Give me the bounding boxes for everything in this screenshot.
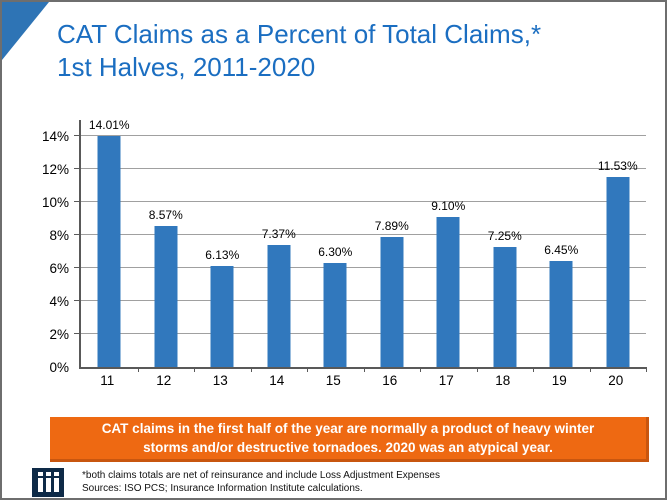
x-axis-tick (363, 367, 365, 372)
logo-i-glyph (45, 472, 51, 492)
y-axis-tick-label: 12% (41, 162, 69, 177)
bar-19 (549, 260, 573, 367)
x-axis-tick-label: 14 (269, 373, 285, 388)
bar-16 (380, 236, 404, 367)
x-axis-tick (194, 367, 195, 372)
page-title: CAT Claims as a Percent of Total Claims,… (57, 18, 541, 84)
x-axis-tick-label: 20 (608, 373, 624, 388)
x-axis-tick (646, 367, 647, 372)
gridline (81, 333, 646, 334)
insurance-information-institute-logo (32, 468, 64, 497)
x-axis-tick (420, 367, 421, 372)
bar-value-label: 7.25% (487, 229, 522, 244)
y-axis-tick-label: 2% (49, 327, 69, 342)
bar-value-label: 11.53% (597, 158, 638, 173)
category-cell: 6.45% (533, 120, 590, 367)
callout-banner: CAT claims in the first half of the year… (50, 417, 649, 462)
category-cell: 9.10% (420, 120, 477, 367)
bar-20 (606, 176, 630, 367)
category-cell: 7.89% (364, 120, 421, 367)
x-axis-tick (307, 367, 308, 372)
logo-i-glyph (37, 472, 43, 492)
footnotes: *both claims totals are net of reinsuran… (82, 470, 440, 495)
callout-banner-line1: CAT claims in the first half of the year… (101, 421, 595, 436)
bar-value-label: 7.89% (374, 218, 409, 233)
gridline (81, 168, 646, 169)
bar-13 (210, 265, 234, 367)
bar-18 (493, 247, 517, 367)
bar-value-label: 9.10% (431, 198, 466, 213)
bar-chart-plot-area: 0% 2% 4% 6% 8% 10% 12% 14% 14.01% 8.57% 6.13% 7.37%… (42, 117, 647, 375)
footnote-text: *both claims totals are net of reinsuran… (82, 470, 440, 481)
category-cell: 6.13% (194, 120, 251, 367)
y-axis-tick (74, 333, 81, 334)
x-axis-tick-label: 16 (382, 373, 398, 388)
x-axis-tick-label: 13 (212, 373, 228, 388)
x-axis-tick-label: 18 (495, 373, 511, 388)
y-axis-tick (74, 234, 81, 235)
x-axis-labels: 11 12 13 14 15 16 17 18 19 20 (79, 373, 644, 388)
gridline (81, 135, 646, 136)
logo-i-glyph (53, 472, 59, 492)
y-axis-tick-label: 0% (49, 360, 69, 375)
category-cell: 7.25% (477, 120, 534, 367)
y-axis-tick-label: 6% (49, 261, 69, 276)
y-axis-tick (74, 267, 81, 268)
corner-triangle-decoration (2, 2, 49, 60)
x-axis-tick-label: 15 (325, 373, 341, 388)
callout-banner-line2: storms and/or destructive tornadoes. 202… (143, 440, 553, 455)
bar-15 (323, 263, 347, 367)
y-axis-tick-label: 10% (41, 195, 69, 210)
bar-17 (436, 216, 460, 367)
page-title-line2: 1st Halves, 2011-2020 (57, 52, 316, 82)
y-axis-tick (74, 168, 81, 169)
x-axis-tick-label: 11 (100, 373, 115, 388)
x-axis-tick (476, 367, 478, 372)
y-axis-tick-label: 4% (49, 294, 69, 309)
x-axis-tick-label: 12 (156, 373, 172, 388)
y-axis-tick (74, 300, 81, 301)
gridline (81, 201, 646, 202)
page-title-line1: CAT Claims as a Percent of Total Claims,… (57, 19, 542, 49)
x-axis-tick (589, 367, 591, 372)
y-axis-tick (74, 201, 81, 202)
y-axis-tick (74, 135, 81, 136)
x-axis-tick-label: 19 (551, 373, 567, 388)
x-axis-tick-label: 17 (438, 373, 454, 388)
bar-value-label: 8.57% (148, 207, 183, 222)
sources-text: Sources: ISO PCS; Insurance Information … (82, 482, 363, 494)
bar-value-label: 7.37% (261, 227, 296, 242)
y-axis-tick-label: 14% (41, 129, 69, 144)
bar-14 (267, 245, 291, 367)
gridline (81, 300, 646, 301)
category-cell: 14.01% (81, 117, 138, 367)
bar-value-label: 6.13% (205, 247, 240, 262)
category-cell: 8.57% (138, 120, 195, 367)
y-axis-tick-label: 8% (49, 228, 69, 243)
category-cell: 7.37% (251, 120, 308, 367)
bar-11 (97, 135, 121, 367)
gridline (81, 234, 646, 235)
x-axis-tick (137, 367, 139, 372)
bar-value-label: 14.01% (88, 117, 130, 132)
gridline (81, 267, 646, 268)
bar-12 (154, 225, 178, 367)
bar-value-label: 6.45% (544, 242, 579, 257)
category-cell: 6.30% (307, 120, 364, 367)
x-axis-tick (250, 367, 252, 372)
category-cell: 11.53% (590, 120, 647, 367)
bar-value-label: 6.30% (318, 245, 353, 260)
x-axis-tick (533, 367, 534, 372)
